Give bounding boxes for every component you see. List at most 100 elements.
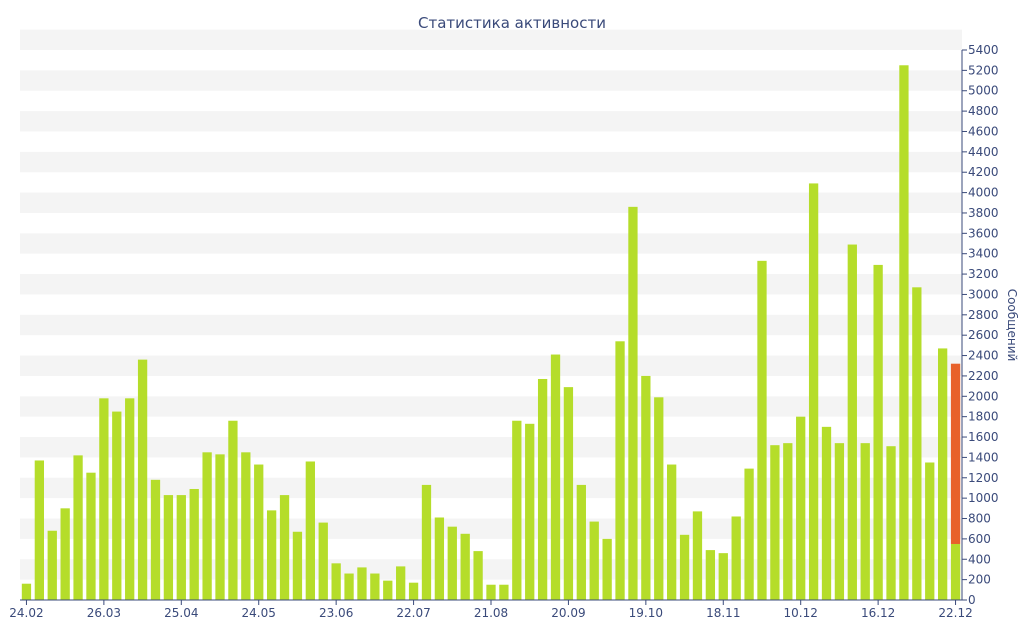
bar [189,488,199,600]
y-tick-label: 3400 [968,247,999,261]
bar [757,260,767,600]
bar [254,464,264,600]
bar [163,495,174,600]
y-tick-label: 2200 [968,369,999,383]
bar [667,464,677,600]
bar [834,443,845,600]
x-tick-label: 19.10 [629,606,663,620]
bar [228,420,238,600]
bar [937,348,948,600]
bar [692,511,703,600]
bar [925,462,935,600]
bar [679,534,690,600]
x-tick-label: 22.07 [396,606,430,620]
bar [912,287,922,600]
bar [525,423,535,600]
x-tick-label: 23.06 [319,606,353,620]
bar [847,244,857,600]
y-tick-label: 4000 [968,186,999,200]
bar [512,420,522,600]
bar [563,387,574,600]
grid-band [20,314,962,336]
y-tick-label: 800 [968,512,991,526]
bar [447,526,457,600]
bar [202,452,212,600]
y-tick-label: 200 [968,573,991,587]
bar [744,468,754,600]
bar [654,397,664,600]
y-tick-label: 2400 [968,349,999,363]
y-tick-label: 1800 [968,410,999,424]
bar [241,452,251,600]
x-tick-label: 20.09 [551,606,585,620]
bar [873,264,883,600]
chart-title: Статистика активности [418,14,606,32]
x-tick-label: 24.05 [242,606,276,620]
y-tick-label: 3200 [968,267,999,281]
bar [731,516,741,600]
bar [499,584,509,600]
y-tick-label: 5000 [968,84,999,98]
bar [770,445,780,600]
bar [421,484,432,600]
bar [150,479,161,600]
bar [357,567,367,600]
bar [718,553,728,600]
bar [21,583,32,600]
bar [705,550,716,600]
bar [899,65,909,601]
bar [886,446,896,600]
grid-band [20,151,962,173]
bar [473,551,483,600]
bar [383,580,393,600]
x-tick-label: 16.12 [861,606,895,620]
bar [86,472,96,600]
bar [370,573,380,600]
grid-band [20,192,962,213]
y-tick-label: 0 [968,593,976,607]
bar [305,461,315,600]
bar [589,521,599,600]
y-tick-label: 5200 [968,63,999,77]
bar [460,533,470,600]
x-tick-label: 26.03 [87,606,121,620]
bar [344,573,354,600]
bar [331,563,341,600]
bar [408,582,419,600]
bar [279,495,290,600]
bar-highlight [950,363,961,544]
bar [602,538,612,600]
bar [821,426,832,600]
bar [47,530,57,600]
bar [292,531,303,600]
bar [112,411,122,600]
y-tick-label: 2800 [968,308,999,322]
y-tick-label: 400 [968,552,991,566]
bar [34,460,45,600]
x-tick-label: 22.12 [938,606,972,620]
bar [615,341,625,600]
y-tick-label: 2600 [968,328,999,342]
y-tick-label: 3800 [968,206,999,220]
bar [176,495,186,600]
bar [628,206,638,600]
y-tick-label: 1400 [968,450,999,464]
grid-band [20,437,962,458]
x-tick-label: 18.11 [706,606,740,620]
grid-band [20,111,962,132]
x-tick-label: 10.12 [784,606,818,620]
x-tick-label: 24.02 [9,606,43,620]
grid-band [20,355,962,376]
bar [486,584,496,600]
bar [808,183,819,601]
grid-band [20,274,962,295]
bar [537,378,548,600]
x-tick-label: 25.04 [164,606,198,620]
y-tick-label: 1200 [968,471,999,485]
y-tick-label: 4800 [968,104,999,118]
bar [434,517,445,600]
bar [125,398,135,600]
bar [73,455,83,600]
bar [137,359,148,600]
